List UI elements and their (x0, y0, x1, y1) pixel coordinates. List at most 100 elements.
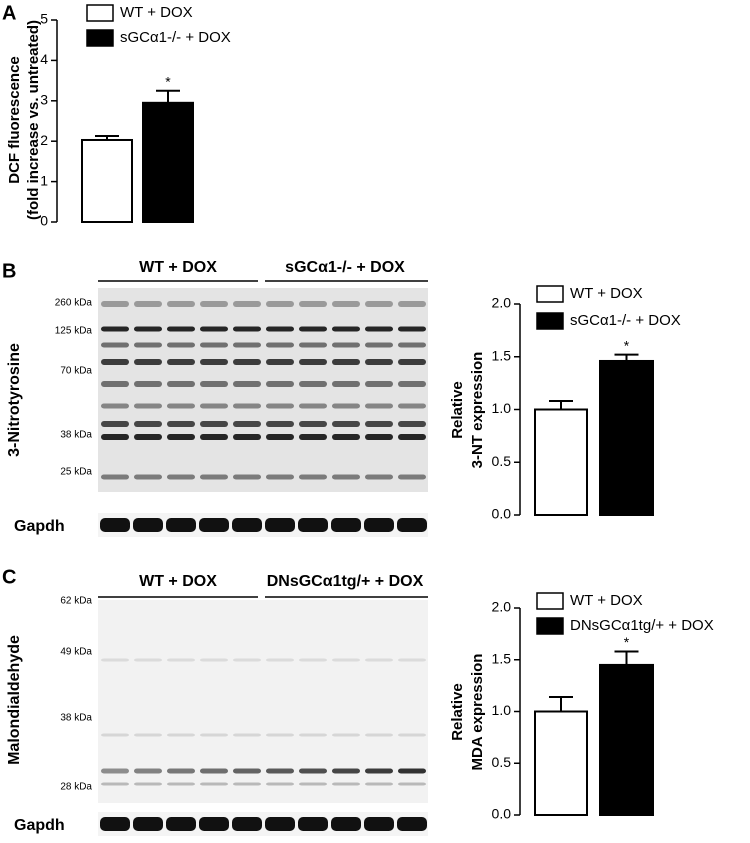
band (134, 658, 162, 662)
band (299, 782, 327, 786)
band (101, 326, 129, 332)
band (233, 434, 261, 440)
band (101, 421, 129, 427)
band (365, 658, 393, 662)
legend-swatch (536, 285, 564, 303)
loading-band (298, 817, 328, 831)
panel-label: C (2, 566, 16, 588)
band (101, 434, 129, 440)
band (365, 768, 393, 774)
marker-label: 62 kDa (60, 596, 92, 607)
loading-band (166, 518, 196, 532)
group-label: WT + DOX (139, 573, 217, 590)
bar (142, 101, 194, 223)
band (200, 434, 228, 440)
band (365, 301, 393, 307)
band (365, 381, 393, 387)
loading-band (397, 518, 427, 532)
band (200, 359, 228, 365)
band (167, 782, 195, 786)
band (332, 434, 360, 440)
y-tick-label: 1.5 (492, 650, 512, 666)
band (398, 342, 426, 348)
loading-band (232, 518, 262, 532)
marker-label: 38 kDa (60, 713, 92, 724)
band (233, 658, 261, 662)
bar (534, 408, 588, 516)
band (299, 434, 327, 440)
band (233, 474, 261, 480)
y-tick-label: 0.5 (492, 754, 512, 770)
band (398, 421, 426, 427)
band (101, 474, 129, 480)
band (101, 381, 129, 387)
loading-band (232, 817, 262, 831)
marker-label: 25 kDa (60, 467, 92, 478)
band (200, 342, 228, 348)
band (101, 301, 129, 307)
band (398, 326, 426, 332)
y-axis-label: 3-NT expression (469, 352, 486, 469)
band (134, 359, 162, 365)
panel-label: A (2, 2, 16, 24)
band (299, 301, 327, 307)
band (266, 782, 294, 786)
band (167, 359, 195, 365)
band (167, 326, 195, 332)
band (134, 381, 162, 387)
y-tick-label: 0.0 (492, 506, 512, 522)
band (233, 326, 261, 332)
band (266, 658, 294, 662)
band (266, 733, 294, 737)
band (398, 733, 426, 737)
y-axis-label: DCF fluorescence (6, 56, 23, 184)
legend-label: WT + DOX (120, 4, 193, 21)
legend-label: WT + DOX (570, 285, 643, 302)
band (398, 434, 426, 440)
band (365, 733, 393, 737)
band (167, 474, 195, 480)
y-tick-label: 5 (40, 11, 48, 27)
band (233, 381, 261, 387)
legend-swatch (536, 312, 564, 330)
y-tick-label: 2.0 (492, 599, 512, 615)
band (365, 782, 393, 786)
band (200, 658, 228, 662)
band (299, 768, 327, 774)
marker-label: 38 kDa (60, 430, 92, 441)
band (233, 782, 261, 786)
band (266, 301, 294, 307)
band (332, 474, 360, 480)
band (299, 381, 327, 387)
bar (599, 663, 654, 816)
band (101, 342, 129, 348)
band (134, 782, 162, 786)
band (134, 421, 162, 427)
y-axis-label: Relative (449, 381, 466, 439)
legend-label: sGCα1-/- + DOX (120, 29, 231, 46)
band (266, 359, 294, 365)
band (200, 474, 228, 480)
y-tick-label: 0.5 (492, 453, 512, 469)
band (266, 421, 294, 427)
band (167, 301, 195, 307)
band (200, 782, 228, 786)
band (101, 658, 129, 662)
band (365, 474, 393, 480)
band (200, 381, 228, 387)
band (167, 733, 195, 737)
band (167, 342, 195, 348)
band (398, 359, 426, 365)
panel-label: B (2, 260, 16, 282)
band (200, 301, 228, 307)
band (332, 301, 360, 307)
band (233, 301, 261, 307)
loading-band (298, 518, 328, 532)
legend-swatch (86, 4, 114, 22)
band (332, 782, 360, 786)
loading-band (100, 518, 130, 532)
band (101, 359, 129, 365)
band (365, 403, 393, 409)
band (134, 474, 162, 480)
